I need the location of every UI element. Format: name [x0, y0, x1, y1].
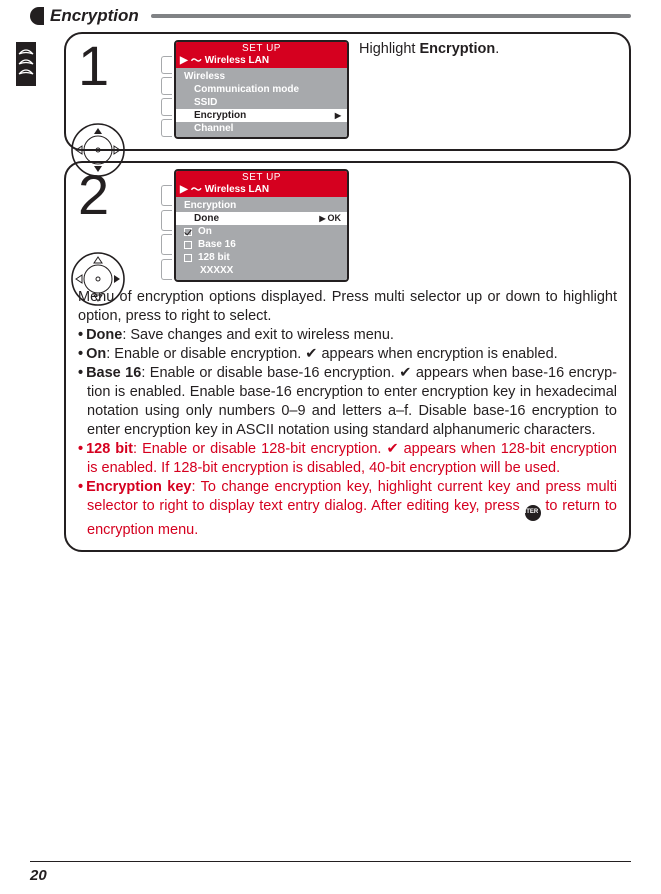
- lcd-header: Wireless: [176, 70, 347, 83]
- item-text: : Enable or disable encryption. ✔ appear…: [106, 346, 557, 362]
- lcd-row-highlighted: Encryption: [176, 109, 347, 122]
- section-title: Encryption: [50, 6, 139, 26]
- step-2-description: Menu of encryption options displayed. Pr…: [78, 288, 617, 540]
- enter-icon: ENTER: [525, 505, 541, 521]
- section-bullet: [30, 7, 44, 25]
- chevron-right-icon: [335, 109, 341, 122]
- step-2-panel: 2 SET UP ▶〜Wireless LAN Encryption Done …: [64, 161, 631, 552]
- section-rule: [151, 14, 631, 18]
- lcd-check-base16: Base 16: [176, 238, 347, 251]
- page-number: 20: [30, 867, 47, 884]
- navpad-right-icon: [70, 251, 126, 307]
- lcd-screen-2: SET UP ▶〜Wireless LAN Encryption Done OK…: [174, 169, 349, 282]
- desc-intro: Menu of encryption options displayed. Pr…: [78, 288, 617, 326]
- side-tab-icon: [16, 42, 36, 86]
- step-1-text: Highlight Encryption.: [359, 40, 617, 59]
- lcd-check-on: On: [176, 225, 347, 238]
- item-text: : Enable or disable 128-bit encryption. …: [87, 441, 617, 476]
- lcd-screen-1: SET UP ▶〜Wireless LAN Wireless Communica…: [174, 40, 349, 139]
- lcd-crumb: Wireless LAN: [205, 55, 269, 66]
- lcd-setup-label: SET UP: [176, 42, 347, 55]
- lcd-header: Encryption: [176, 199, 347, 212]
- lcd-row: SSID: [176, 96, 347, 109]
- lcd-row: Communication mode: [176, 83, 347, 96]
- step-number: 1: [78, 40, 114, 90]
- ok-badge: OK: [319, 212, 341, 225]
- lcd-row: Channel: [176, 122, 347, 135]
- step-1-panel: 1 SET UP ▶〜Wireless LAN Wireless Communi…: [64, 32, 631, 151]
- lcd-crumb: Wireless LAN: [205, 184, 269, 195]
- item-label: On: [86, 346, 106, 362]
- footer-rule: [30, 861, 631, 862]
- step-number: 2: [78, 169, 114, 219]
- lcd-setup-label: SET UP: [176, 171, 347, 184]
- lcd-row-label: Encryption: [194, 109, 246, 122]
- item-text: : Save changes and exit to wireless menu…: [122, 327, 394, 343]
- text-bold: Encryption: [419, 41, 495, 57]
- lcd-row-label: Done: [194, 212, 219, 225]
- item-label: 128 bit: [86, 441, 133, 457]
- item-label: Encryption key: [86, 479, 191, 495]
- lcd-key-value: XXXXX: [176, 264, 347, 278]
- item-text: : Enable or disable base-16 encryption. …: [87, 365, 617, 438]
- text: Highlight: [359, 41, 419, 57]
- lcd-row-highlighted: Done OK: [176, 212, 347, 225]
- item-label: Done: [86, 327, 122, 343]
- lcd-check-128bit: 128 bit: [176, 251, 347, 264]
- item-label: Base 16: [86, 365, 141, 381]
- text: .: [495, 41, 499, 57]
